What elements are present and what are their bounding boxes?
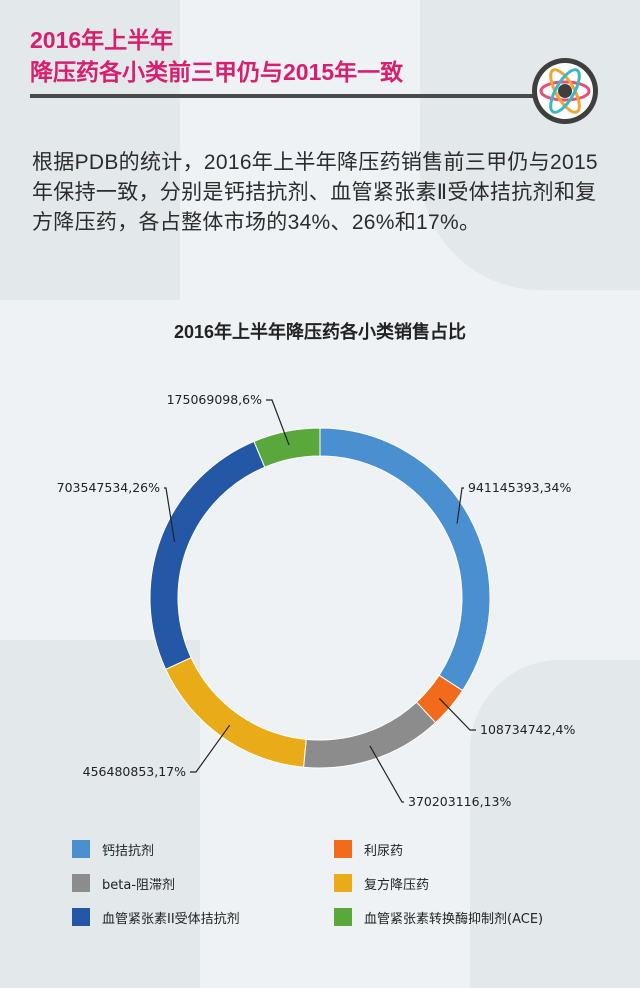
legend-swatch [334, 908, 352, 926]
title-line-1: 2016年上半年 [30, 27, 174, 53]
background-shape [0, 0, 180, 300]
donut-slice [303, 701, 437, 769]
legend-label: 血管紧张素II受体拮抗剂 [102, 911, 240, 927]
leader-line [266, 399, 290, 446]
legend-item: 钙拮抗剂 [72, 838, 334, 860]
data-label: 941145393,34% [468, 480, 571, 495]
donut-chart: 941145393,34% 108734742,4% 370203116,13% 45… [57, 392, 576, 809]
legend-label: 复方降压药 [364, 877, 430, 893]
legend-swatch [334, 874, 352, 892]
donut-slice [253, 427, 321, 468]
legend-label: 血管紧张素转换酶抑制剂(ACE) [364, 911, 544, 927]
leader-line [190, 724, 231, 773]
leader-line [164, 487, 176, 542]
page-title: 2016年上半年 降压药各小类前三甲仍与2015年一致 [30, 24, 403, 88]
chart-legend: 钙拮抗剂 利尿药 beta-阻滞剂 复方降压药血管紧张素II受体拮抗剂 血管紧张素转换酶… [72, 838, 612, 928]
legend-item: 血管紧张素II受体拮抗剂 [72, 906, 334, 928]
title-divider [30, 94, 540, 98]
background-shape [420, 0, 640, 290]
legend-swatch [72, 840, 90, 858]
chart-title: 2016年上半年降压药各小类销售占比 [173, 322, 467, 342]
leader-line [456, 487, 464, 524]
legend-label: 利尿药 [364, 843, 404, 859]
legend-item: 复方降压药 [334, 872, 604, 894]
atom-badge-icon [532, 58, 598, 124]
data-label: 175069098,6% [167, 392, 263, 407]
leader-line [369, 745, 404, 803]
background-shape [0, 640, 200, 988]
background-shape [470, 660, 640, 988]
donut-slice [165, 656, 307, 768]
data-label: 108734742,4% [480, 722, 576, 737]
legend-item: beta-阻滞剂 [72, 872, 334, 894]
intro-paragraph: 根据PDB的统计，2016年上半年降压药销售前三甲仍与2015年保持一致，分别是… [32, 151, 598, 234]
legend-item: 血管紧张素转换酶抑制剂(ACE) [334, 906, 604, 928]
legend-label: 钙拮抗剂 [102, 843, 155, 859]
legend-label: beta-阻滞剂 [102, 877, 176, 893]
legend-swatch [72, 874, 90, 892]
title-line-2: 降压药各小类前三甲仍与2015年一致 [30, 59, 404, 85]
data-label: 456480853,17% [83, 764, 186, 779]
data-label: 370203116,13% [408, 794, 511, 809]
data-label: 703547534,26% [57, 480, 160, 495]
legend-item: 利尿药 [334, 838, 604, 860]
leader-line [438, 698, 476, 731]
legend-swatch [334, 840, 352, 858]
donut-slice [149, 440, 266, 670]
donut-slice [319, 427, 491, 692]
legend-swatch [72, 908, 90, 926]
